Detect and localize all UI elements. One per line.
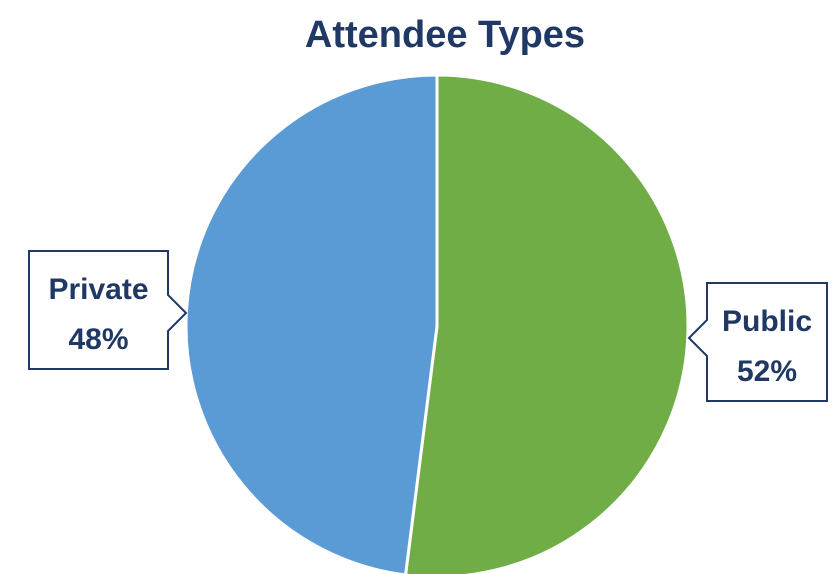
data-label-category: Public	[722, 305, 812, 338]
chart-title: Attendee Types	[305, 14, 585, 56]
data-label-category: Private	[48, 273, 148, 306]
data-label-callouts: Public 52% Private 48%	[28, 250, 828, 402]
callout-box	[28, 250, 188, 370]
pie-slices	[184, 73, 690, 574]
data-label-public: Public 52%	[687, 282, 828, 402]
pie-slice-private	[184, 73, 439, 574]
data-label-private: Private 48%	[28, 250, 188, 370]
pie-slice-public	[404, 73, 690, 574]
data-label-value: 48%	[68, 323, 128, 356]
callout-box	[687, 282, 828, 402]
data-label-value: 52%	[737, 355, 797, 388]
